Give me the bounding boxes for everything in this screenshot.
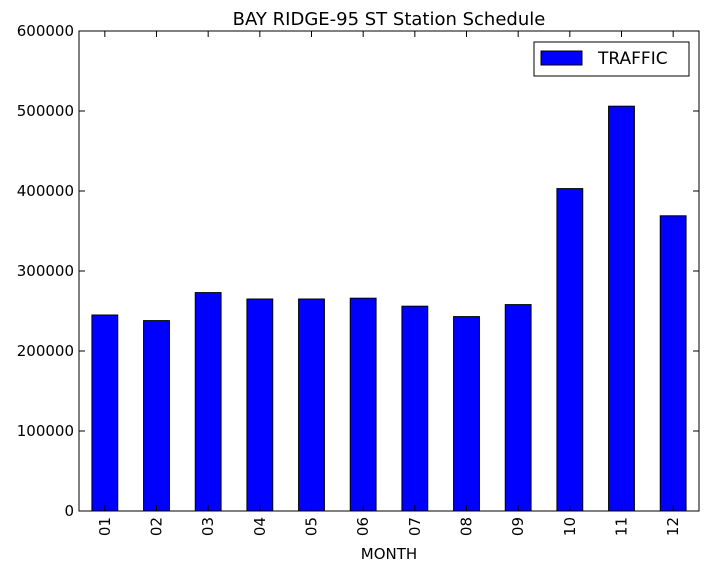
bar-02 [143, 320, 170, 512]
bar-07 [401, 305, 429, 512]
y-tick-label: 300000 [17, 262, 74, 280]
x-tick-label-04: 04 [251, 517, 269, 536]
x-axis-label: MONTH [361, 545, 417, 563]
bar-04 [246, 298, 274, 512]
x-tick-label-06: 06 [354, 517, 372, 536]
legend-swatch [540, 50, 583, 66]
y-tick-label: 600000 [17, 22, 74, 40]
legend: TRAFFIC [533, 41, 690, 77]
y-tick-label: 0 [64, 502, 74, 520]
bar-08 [453, 316, 480, 512]
bar-10 [556, 188, 584, 512]
bar-03 [194, 292, 222, 512]
x-tick-label-02: 02 [148, 517, 166, 536]
chart-title: BAY RIDGE-95 ST Station Schedule [233, 9, 546, 30]
y-axis: 0 100000 200000 300000 400000 500000 600000 [17, 22, 699, 520]
x-tick-label-07: 07 [406, 517, 424, 536]
bar-05 [298, 298, 325, 512]
x-tick-label-12: 12 [664, 517, 682, 536]
y-tick-label: 500000 [17, 102, 74, 120]
y-tick-label: 200000 [17, 342, 74, 360]
bar-12 [659, 215, 687, 512]
x-tick-label-05: 05 [303, 517, 321, 536]
x-tick-label-01: 01 [96, 517, 114, 536]
y-tick-label: 100000 [17, 422, 74, 440]
x-tick-label-08: 08 [458, 517, 476, 536]
x-tick-label-10: 10 [561, 517, 579, 536]
bar-06 [349, 297, 377, 512]
bar-11 [608, 105, 635, 512]
legend-label: TRAFFIC [597, 49, 668, 69]
bar-09 [504, 304, 532, 512]
bar-01 [91, 314, 119, 512]
x-tick-label-03: 03 [199, 517, 217, 536]
bars-layer [91, 105, 687, 512]
y-tick-label: 400000 [17, 182, 74, 200]
x-tick-label-11: 11 [613, 517, 631, 536]
x-axis: 01 02 03 04 05 06 07 08 09 10 11 12 [96, 31, 682, 536]
x-tick-label-09: 09 [509, 517, 527, 536]
